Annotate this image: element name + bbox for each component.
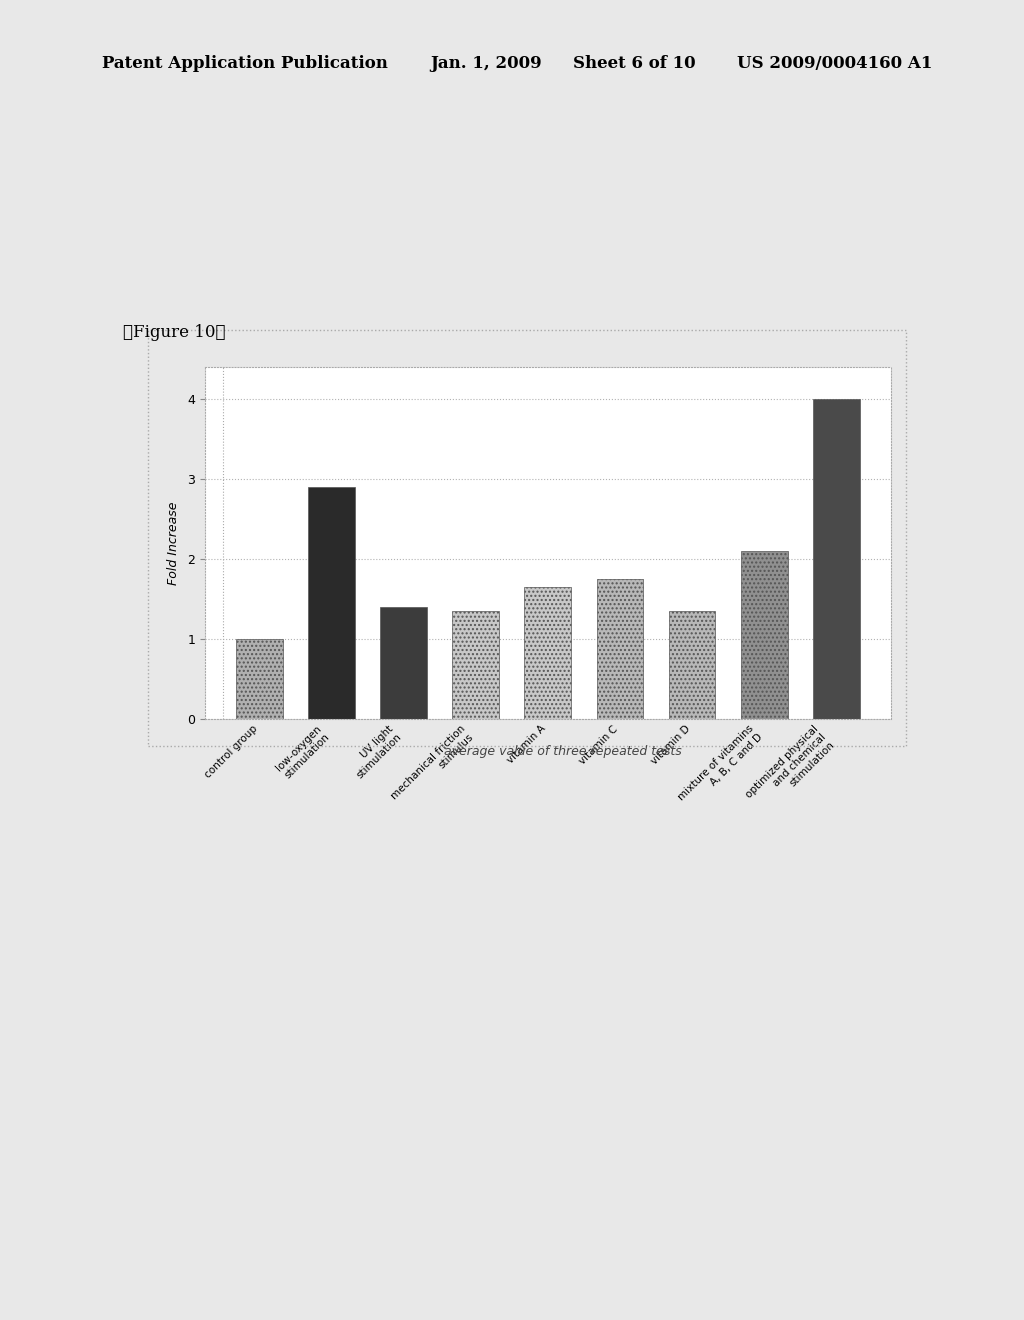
Y-axis label: Fold Increase: Fold Increase (167, 502, 180, 585)
Bar (236, 639, 283, 719)
Bar (524, 587, 571, 719)
Text: average value of three repeated tests: average value of three repeated tests (444, 744, 682, 758)
Text: US 2009/0004160 A1: US 2009/0004160 A1 (737, 55, 933, 73)
Text: Patent Application Publication: Patent Application Publication (102, 55, 388, 73)
Bar (380, 607, 427, 719)
Bar (453, 611, 499, 719)
Bar (669, 611, 716, 719)
Bar (813, 399, 860, 719)
Bar (308, 487, 355, 719)
Text: 『Figure 10』: 『Figure 10』 (123, 323, 225, 341)
Text: Jan. 1, 2009: Jan. 1, 2009 (430, 55, 542, 73)
Text: Sheet 6 of 10: Sheet 6 of 10 (573, 55, 696, 73)
Bar (740, 552, 787, 719)
Bar (597, 579, 643, 719)
